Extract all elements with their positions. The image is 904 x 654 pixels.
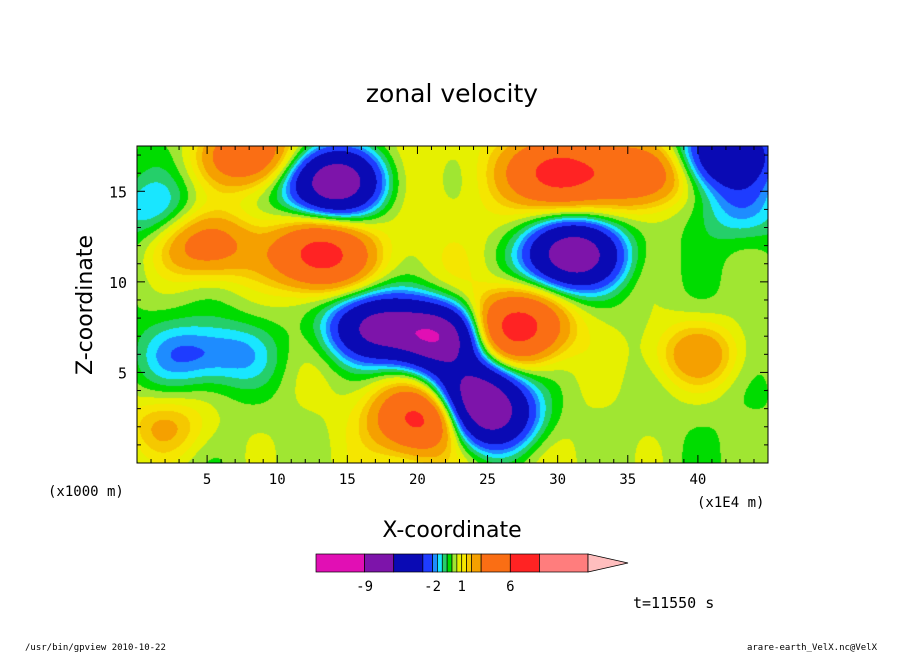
colorbar-swatch xyxy=(437,553,443,573)
colorbar-overflow-arrow xyxy=(587,553,629,573)
x-tick-label: 20 xyxy=(409,472,426,488)
x-tick-label: 15 xyxy=(339,472,356,488)
colorbar-swatch xyxy=(315,553,365,573)
colorbar-swatch xyxy=(539,553,589,573)
x-tick-label: 40 xyxy=(689,472,706,488)
colorbar-swatch xyxy=(441,553,448,573)
colorbar-swatch xyxy=(364,553,395,573)
colorbar xyxy=(315,553,629,573)
x-tick-label: 25 xyxy=(479,472,496,488)
y-unit-label: (x1000 m) xyxy=(48,484,124,500)
colorbar-swatch xyxy=(456,553,463,573)
colorbar-tick-label: -2 xyxy=(424,579,441,595)
colorbar-swatch xyxy=(466,553,472,573)
colorbar-tick-label: -9 xyxy=(356,579,373,595)
colorbar-tick-labels: -9 -2 1 6 xyxy=(356,579,514,595)
y-axis-label: Z-coordinate xyxy=(73,235,98,375)
chart-title: zonal velocity xyxy=(366,79,538,108)
colorbar-swatch xyxy=(432,553,438,573)
y-axis-ticks: 5 10 15 xyxy=(109,154,768,446)
velocity-field xyxy=(137,146,768,463)
x-tick-label: 10 xyxy=(269,472,286,488)
colorbar-tick-label: 1 xyxy=(457,579,465,595)
y-tick-label: 5 xyxy=(118,364,127,382)
x-axis-ticks: 5 10 15 20 25 30 35 40 xyxy=(150,146,755,488)
colorbar-tick-label: 6 xyxy=(506,579,514,595)
colorbar-swatch xyxy=(451,553,458,573)
colorbar-swatch xyxy=(480,553,511,573)
colorbar-swatch xyxy=(471,553,482,573)
y-tick-label: 10 xyxy=(109,274,127,292)
x-tick-label: 5 xyxy=(203,472,211,488)
plot-area xyxy=(136,145,769,464)
x-tick-label: 30 xyxy=(549,472,566,488)
y-tick-label: 15 xyxy=(109,183,127,201)
time-annotation: t=11550 s xyxy=(633,594,714,612)
colorbar-swatch xyxy=(422,553,433,573)
x-tick-label: 35 xyxy=(619,472,636,488)
x-unit-label: (x1E4 m) xyxy=(697,495,764,511)
colorbar-swatch xyxy=(446,553,453,573)
footer-left-text: /usr/bin/gpview 2010-10-22 xyxy=(25,643,166,653)
colorbar-swatch xyxy=(393,553,424,573)
plot-frame xyxy=(136,145,769,464)
colorbar-swatch xyxy=(509,553,540,573)
footer-right-text: arare-earth_VelX.nc@VelX xyxy=(747,643,878,653)
x-axis-label: X-coordinate xyxy=(382,518,521,543)
colorbar-swatch xyxy=(461,553,467,573)
